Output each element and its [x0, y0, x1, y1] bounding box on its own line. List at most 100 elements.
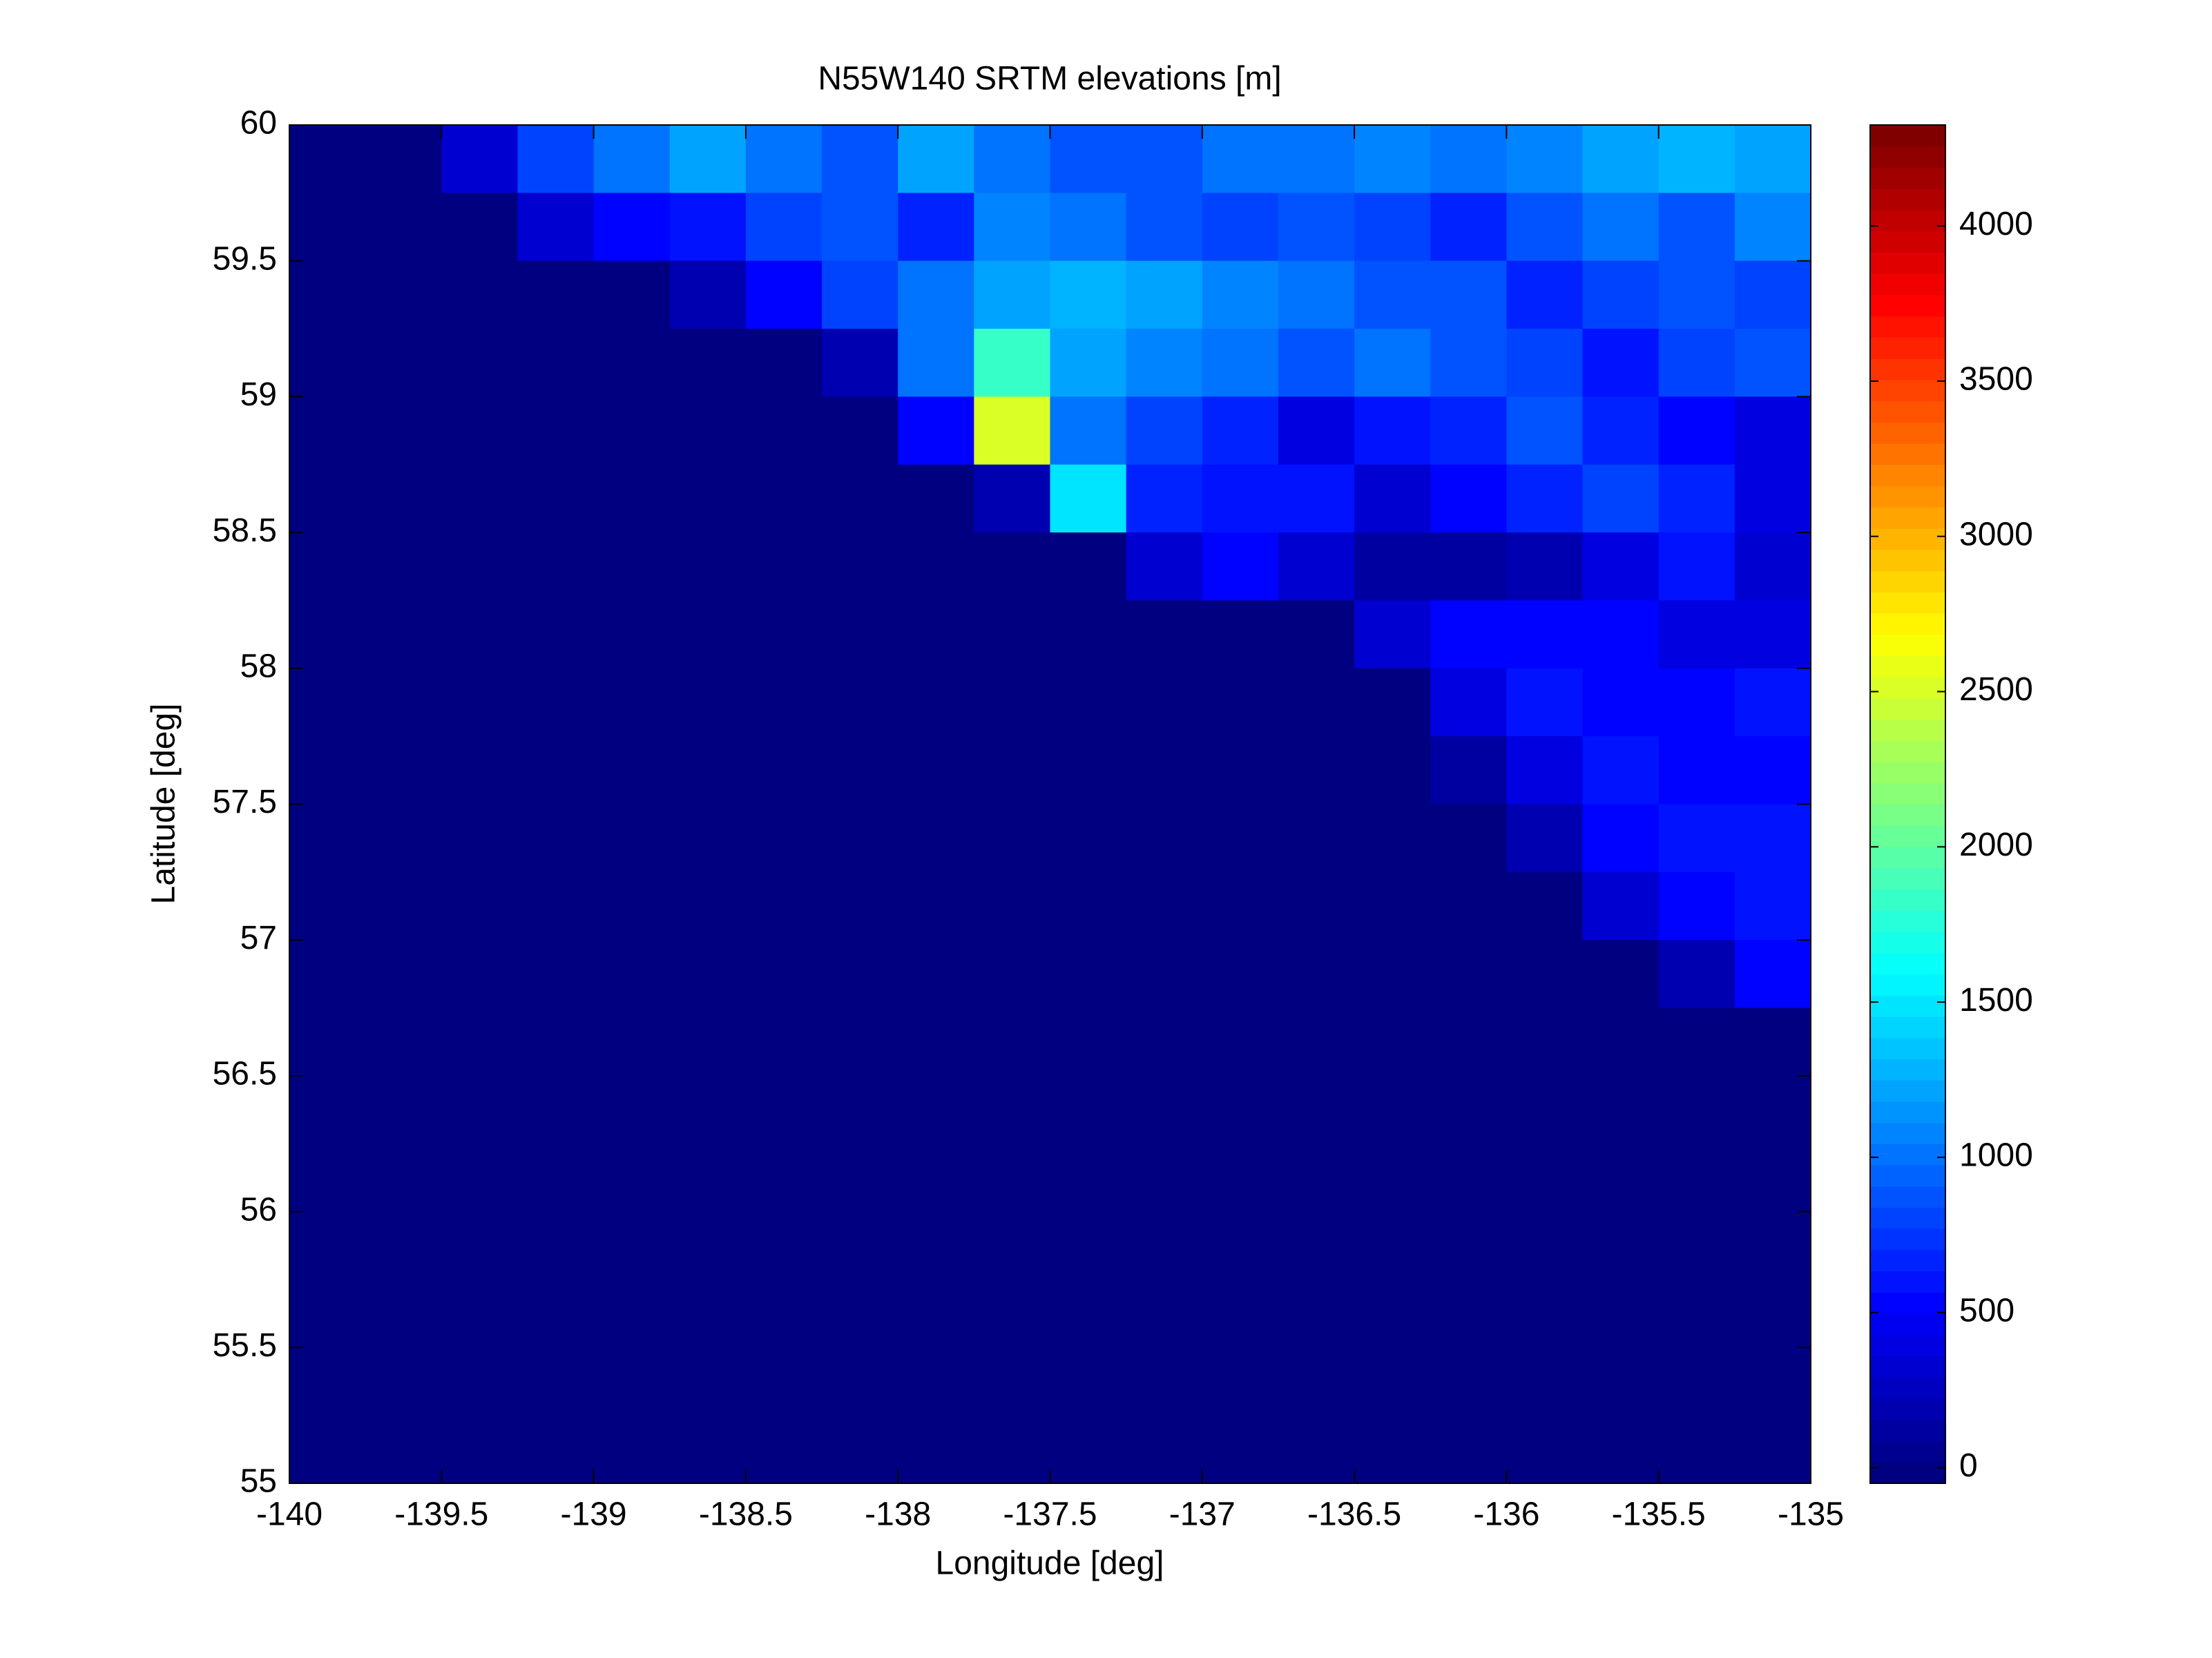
heatmap-cell [1202, 1211, 1279, 1280]
heatmap-cell [1278, 1075, 1355, 1144]
heatmap-cell [1658, 1347, 1735, 1416]
heatmap-cell [669, 532, 747, 601]
heatmap-cell [1050, 193, 1127, 262]
colorbar-swatch [1870, 677, 1945, 699]
heatmap-cell [1506, 260, 1584, 329]
heatmap-cell [1658, 464, 1735, 533]
heatmap-cell [1050, 1211, 1127, 1280]
colorbar-tick-label: 0 [1959, 1447, 1978, 1484]
heatmap-cell [1506, 804, 1584, 873]
heatmap-cell [1050, 532, 1127, 601]
heatmap-cell [1582, 940, 1660, 1009]
heatmap-cell [441, 600, 519, 669]
heatmap-cell [441, 668, 519, 737]
heatmap-cell [1126, 871, 1203, 941]
heatmap-cell [593, 1279, 671, 1348]
heatmap-cell [1202, 125, 1279, 193]
heatmap-cell [1202, 736, 1279, 805]
heatmap-cell [441, 1008, 519, 1077]
colorbar-swatch [1870, 1356, 1945, 1378]
colorbar-swatch [1870, 1334, 1945, 1357]
heatmap-cell [365, 532, 442, 601]
heatmap-cell [1430, 396, 1507, 465]
heatmap-cell [517, 193, 595, 262]
heatmap-cell [1506, 193, 1584, 262]
heatmap-cell [1126, 193, 1203, 262]
heatmap-cell [365, 1008, 442, 1077]
heatmap-cell [745, 1415, 823, 1484]
heatmap-cell [974, 804, 1051, 873]
heatmap-cell [1506, 1008, 1584, 1077]
heatmap-cell [289, 193, 366, 262]
colorbar-swatch [1870, 1440, 1945, 1463]
heatmap-cell [1278, 193, 1355, 262]
heatmap-cell [1202, 193, 1279, 262]
colorbar-swatch [1870, 719, 1945, 741]
colorbar-swatch [1870, 464, 1945, 487]
heatmap-cell [822, 260, 898, 329]
heatmap-cell [745, 125, 823, 193]
y-tick-label: 60 [240, 105, 277, 142]
heatmap-cell [898, 804, 974, 873]
heatmap-cell [1658, 600, 1735, 669]
heatmap-cell [1658, 532, 1735, 601]
heatmap-cell [365, 329, 442, 397]
colorbar-swatch [1870, 443, 1945, 465]
heatmap-cell [1050, 1008, 1127, 1077]
colorbar-swatch [1870, 189, 1945, 211]
y-tick-label: 58 [240, 648, 277, 684]
y-axis-label: Latitude [deg] [146, 704, 182, 905]
heatmap-cell [898, 464, 974, 533]
heatmap-cell [1126, 260, 1203, 329]
heatmap-cell [822, 396, 898, 465]
colorbar-swatch [1870, 1080, 1945, 1102]
heatmap-cell [1506, 532, 1584, 601]
colorbar-swatch [1870, 1101, 1945, 1124]
heatmap-cell [1658, 396, 1735, 465]
heatmap-cell [593, 871, 671, 941]
colorbar-tick-label: 2000 [1959, 827, 2033, 863]
x-tick-label: -135 [1778, 1496, 1844, 1533]
heatmap-cell [593, 940, 671, 1009]
heatmap-cell [898, 600, 974, 669]
heatmap-cell [1354, 532, 1431, 601]
heatmap-cell [1430, 1008, 1507, 1077]
heatmap-cell [517, 1211, 595, 1280]
heatmap-cell [441, 1144, 519, 1213]
heatmap-cell [593, 1144, 671, 1213]
heatmap-cell [669, 329, 747, 397]
axes: -140 -139.5 -139 -138.5 -138 -137.5 -137 -136.5… [213, 105, 1844, 1533]
colorbar-swatch [1870, 613, 1945, 635]
heatmap-cell [1582, 600, 1660, 669]
heatmap-cell [1278, 260, 1355, 329]
heatmap-cell [1430, 940, 1507, 1009]
heatmap-cell [669, 1075, 747, 1144]
heatmap-cell [822, 668, 898, 737]
heatmap-cell [1658, 1211, 1735, 1280]
heatmap-cell [1430, 464, 1507, 533]
heatmap-cell [669, 193, 747, 262]
heatmap-cell [822, 1279, 898, 1348]
heatmap-cell [1126, 1347, 1203, 1416]
colorbar-swatch [1870, 146, 1945, 168]
heatmap-cell [1202, 396, 1279, 465]
heatmap-cell [1430, 532, 1507, 601]
heatmap-cell [822, 1075, 898, 1144]
heatmap-cell [1202, 1075, 1279, 1144]
heatmap-cell [1430, 125, 1507, 193]
heatmap-cell [441, 1211, 519, 1280]
heatmap-cell [517, 1144, 595, 1213]
heatmap-cell [822, 464, 898, 533]
heatmap-cell [974, 940, 1051, 1009]
colorbar-swatch [1870, 974, 1945, 996]
heatmap-cell [974, 736, 1051, 805]
heatmap-cell [1050, 396, 1127, 465]
x-tick-label: -138.5 [699, 1496, 793, 1533]
heatmap-cell [1126, 1279, 1203, 1348]
colorbar-swatch [1870, 1016, 1945, 1039]
heatmap-cell [745, 668, 823, 737]
heatmap-cell [1278, 464, 1355, 533]
heatmap-cell [1734, 260, 1811, 329]
heatmap-cell [669, 464, 747, 533]
heatmap-cell [289, 871, 366, 941]
